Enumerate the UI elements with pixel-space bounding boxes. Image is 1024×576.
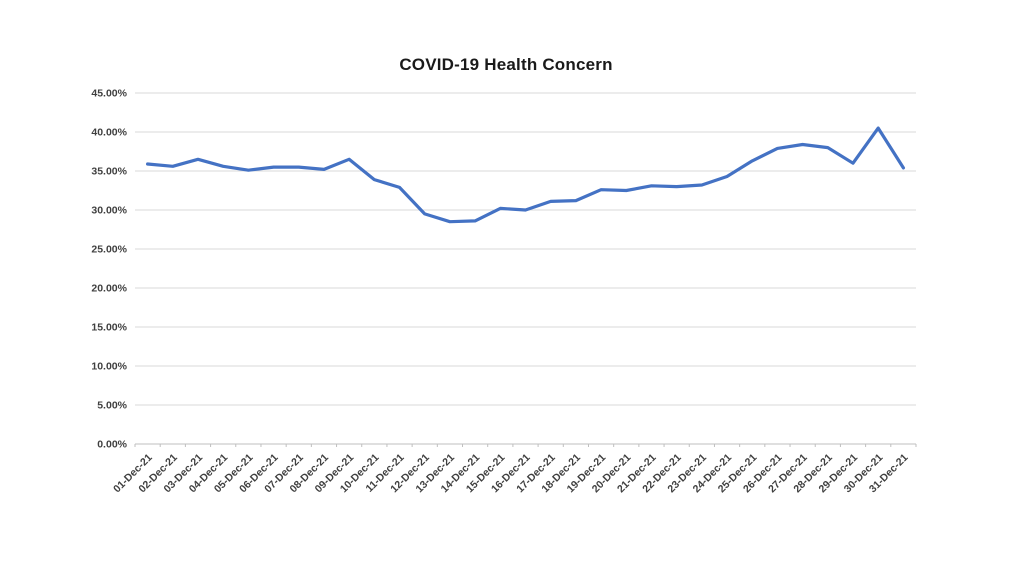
y-axis-tick-label: 0.00% — [97, 439, 127, 451]
y-axis-tick-label: 45.00% — [91, 88, 127, 100]
y-axis-tick-label: 30.00% — [91, 205, 127, 217]
y-axis-tick-label: 20.00% — [91, 283, 127, 295]
chart-title: COVID-19 Health Concern — [399, 55, 613, 74]
x-axis-labels: 01-Dec-2102-Dec-2103-Dec-2104-Dec-2105-D… — [111, 452, 910, 496]
data-series-group — [146, 126, 906, 224]
y-axis-labels: 0.00% 5.00% 10.00% 15.00% 20.00% 25.00% 30.00%… — [91, 88, 127, 451]
y-axis-tick-label: 10.00% — [91, 361, 127, 373]
axis-ticks-group — [134, 444, 917, 447]
y-axis-tick-label: 5.00% — [97, 400, 127, 412]
gridlines-group — [135, 92, 916, 445]
y-axis-tick-label: 40.00% — [91, 127, 127, 139]
y-axis-tick-label: 15.00% — [91, 322, 127, 334]
y-axis-tick-label: 35.00% — [91, 166, 127, 178]
y-axis-tick-label: 25.00% — [91, 244, 127, 256]
data-line — [146, 126, 906, 224]
